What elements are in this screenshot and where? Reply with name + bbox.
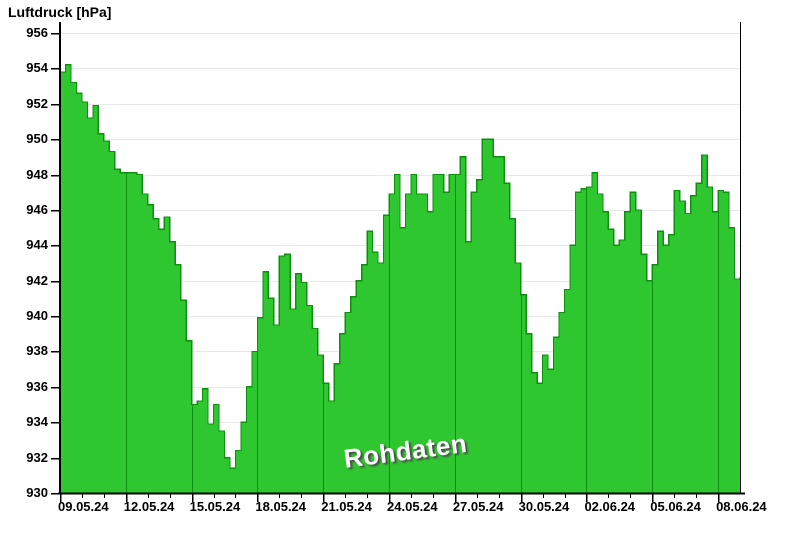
- y-tick-label: 950: [26, 131, 48, 147]
- x-tick-label: 15.05.24: [189, 499, 241, 514]
- chart-title: Luftdruck [hPa]: [8, 4, 112, 20]
- y-tick-label: 936: [26, 378, 48, 394]
- y-tick-label: 946: [26, 201, 48, 217]
- y-tick-label: 942: [26, 272, 48, 288]
- x-tick-label: 24.05.24: [387, 499, 438, 514]
- x-tick-label: 08.06.24: [716, 499, 767, 514]
- y-tick-label: 934: [26, 414, 48, 430]
- pressure-area-fill: [60, 64, 740, 493]
- x-tick-label: 21.05.24: [321, 499, 372, 514]
- x-tick-label: 30.05.24: [518, 499, 570, 514]
- y-tick-label: 956: [26, 25, 48, 40]
- x-tick-label: 05.06.24: [650, 499, 701, 514]
- pressure-area-outline: [60, 64, 741, 469]
- x-tick-label: 12.05.24: [123, 499, 175, 514]
- y-tick-label: 940: [26, 308, 48, 324]
- x-tick-label: 02.06.24: [584, 499, 636, 514]
- y-tick-label: 952: [26, 95, 48, 111]
- y-tick-label: 930: [26, 485, 48, 500]
- axes: [58, 22, 745, 495]
- x-tick-label: 18.05.24: [255, 499, 307, 514]
- axis-ticks: [51, 32, 720, 502]
- y-tick-label: 932: [26, 449, 48, 465]
- x-tick-label: 09.05.24: [58, 499, 109, 514]
- y-tick-label: 954: [26, 60, 48, 76]
- y-tick-label: 948: [26, 166, 48, 182]
- x-tick-label: 27.05.24: [452, 499, 504, 514]
- y-tick-label: 938: [26, 343, 48, 359]
- y-tick-label: 944: [26, 237, 48, 253]
